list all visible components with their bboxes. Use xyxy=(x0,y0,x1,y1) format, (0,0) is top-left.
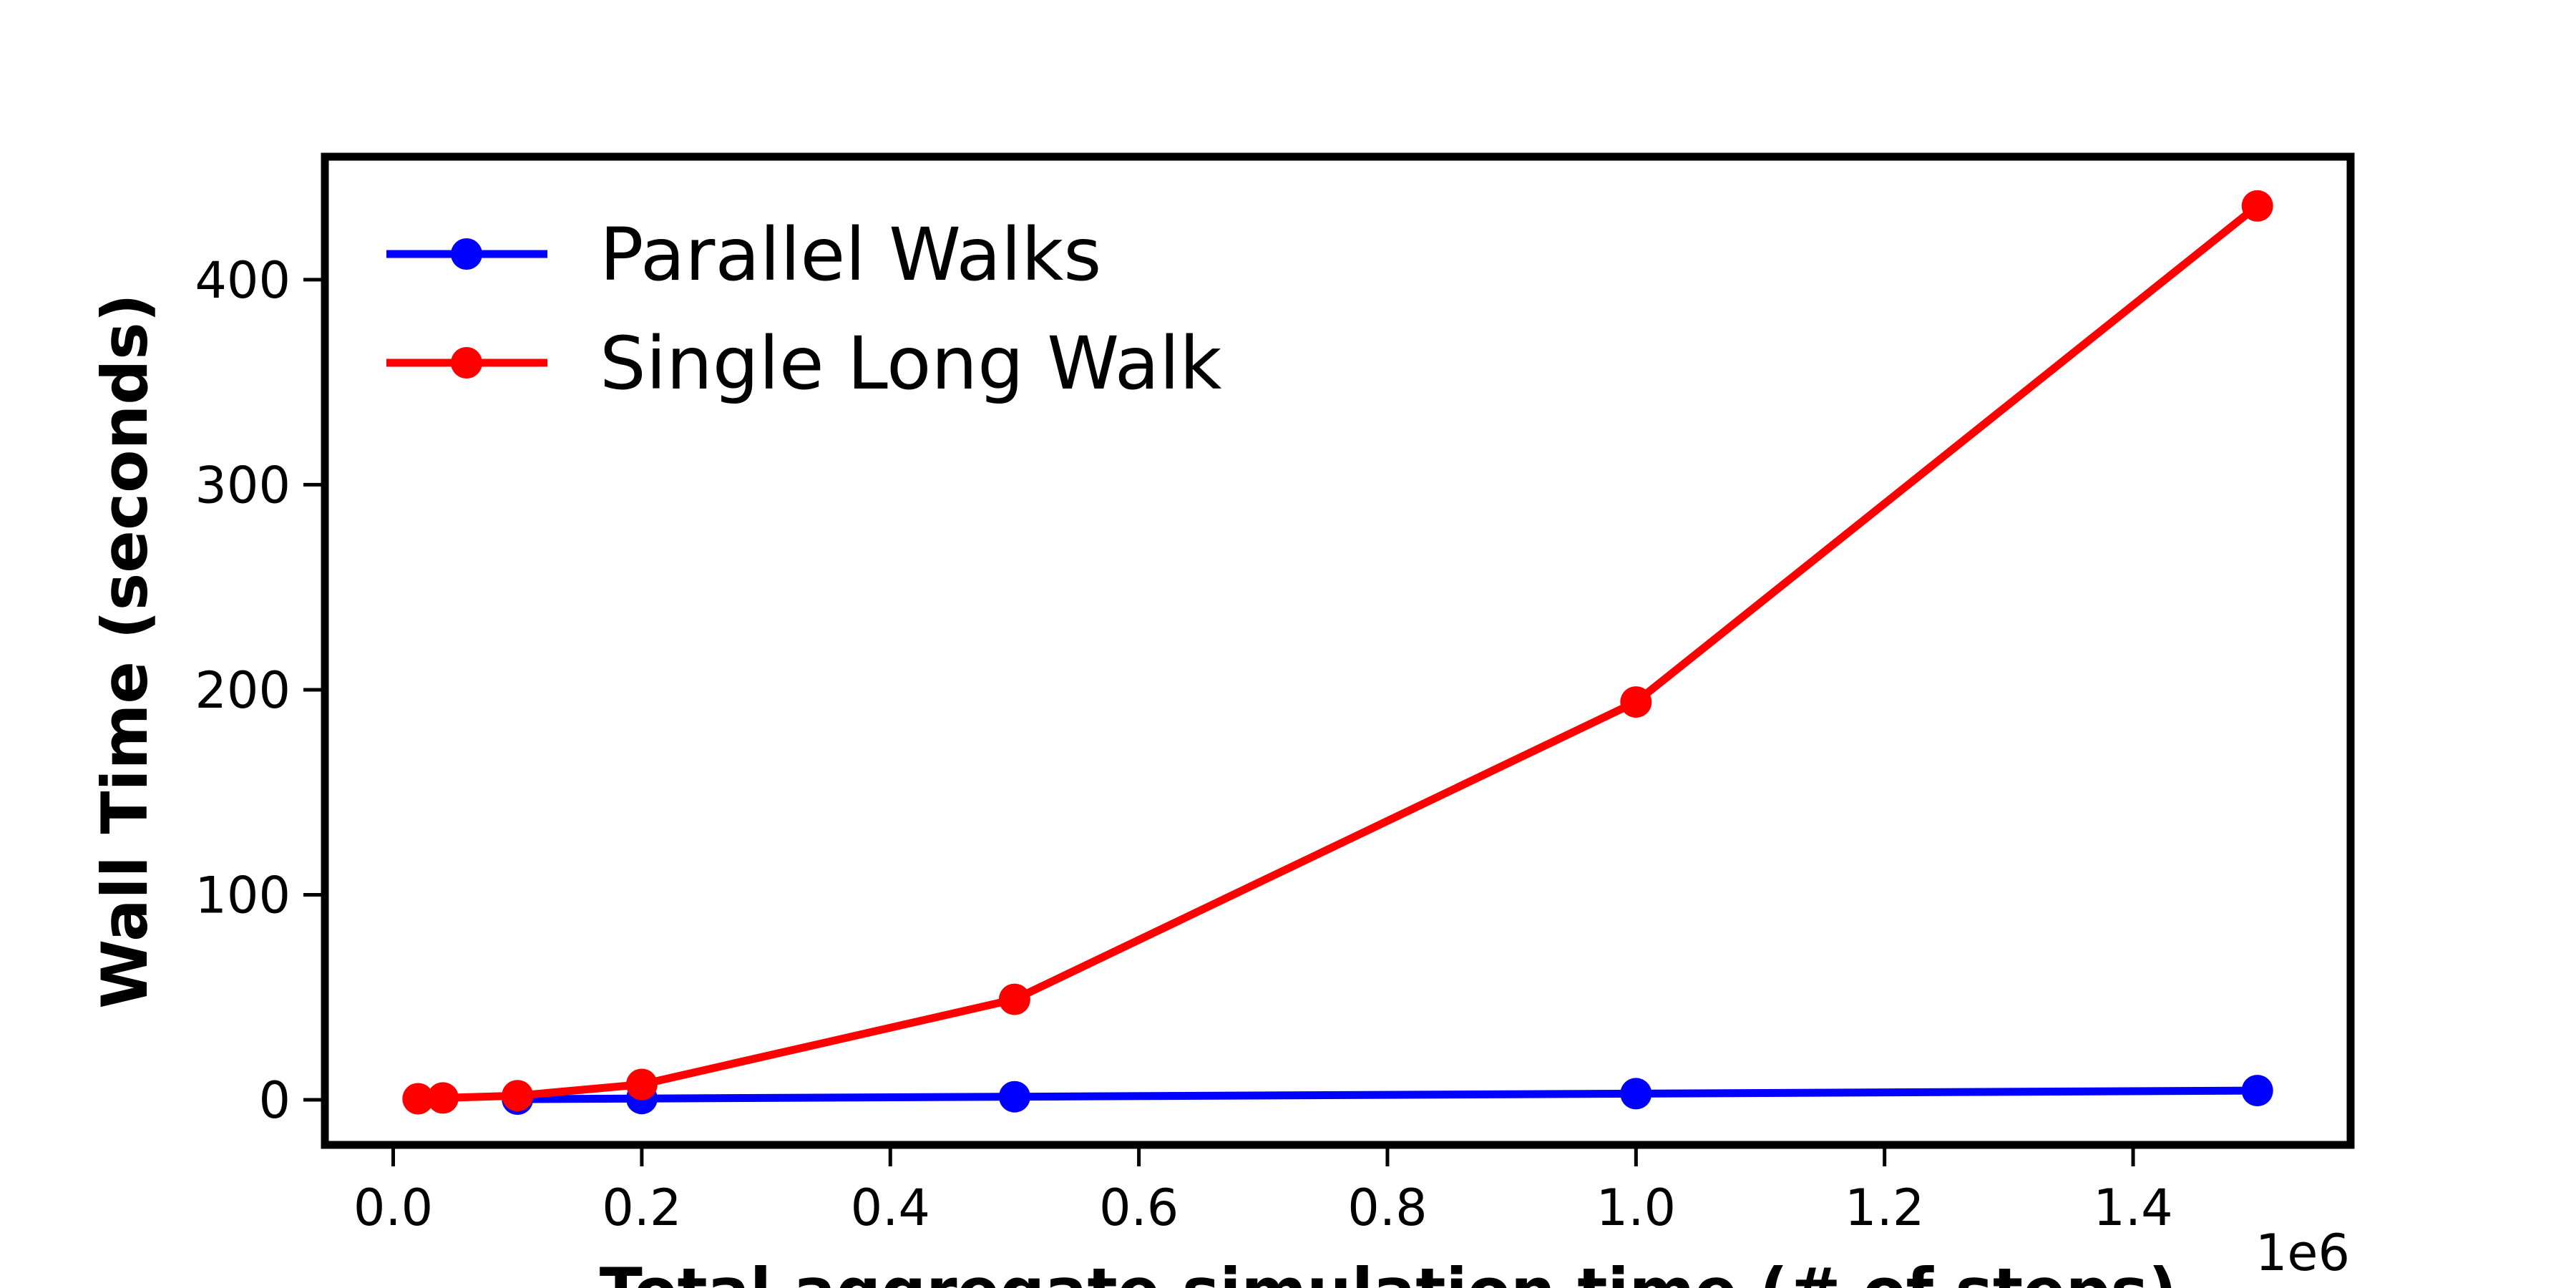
y-tick-label: 0 xyxy=(258,1071,291,1130)
legend-label-1: Parallel Walks xyxy=(600,213,1101,298)
legend-label-2: Single Long Walk xyxy=(600,321,1222,406)
series-2-point xyxy=(502,1080,534,1112)
y-tick-label: 200 xyxy=(195,661,291,720)
y-axis-title: Wall Time (seconds) xyxy=(88,293,162,1009)
series-1-point xyxy=(2241,1075,2273,1107)
x-tick-label: 0.6 xyxy=(1099,1179,1179,1237)
legend-marker-2 xyxy=(451,347,482,379)
x-tick-label: 0.2 xyxy=(602,1179,681,1237)
legend-marker-1 xyxy=(451,238,482,270)
series-2-point xyxy=(402,1083,434,1115)
plot-frame xyxy=(321,152,2355,1149)
x-axis-title: Total aggregate simulation time (# of st… xyxy=(600,1254,2177,1288)
legend: Parallel Walks Single Long Walk xyxy=(386,213,1222,406)
series-2-point xyxy=(1620,686,1652,718)
y-tick-label: 100 xyxy=(195,866,291,924)
series-1-point xyxy=(1620,1078,1652,1110)
x-tick-label: 0.0 xyxy=(353,1179,433,1237)
series-2-point xyxy=(2241,190,2273,222)
x-tick-label: 1.4 xyxy=(2093,1179,2172,1237)
series-2-point xyxy=(998,983,1030,1015)
series-layer xyxy=(402,190,2273,1116)
series-2-point xyxy=(625,1068,658,1101)
x-offset-label: 1e6 xyxy=(2255,1224,2350,1282)
y-tick-label: 300 xyxy=(195,456,291,514)
tick-layer: 0.0 0.2 0.4 0.6 0.8 1.0 1.2 1.4 0 100 200 300 400 xyxy=(195,251,2172,1237)
x-tick-label: 0.4 xyxy=(851,1179,930,1237)
x-tick-label: 1.0 xyxy=(1596,1179,1676,1237)
series-2-point xyxy=(427,1082,459,1114)
x-tick-label: 1.2 xyxy=(1845,1179,1924,1237)
x-tick-label: 0.8 xyxy=(1347,1179,1427,1237)
y-tick-label: 400 xyxy=(195,251,291,310)
series-line-1 xyxy=(517,1086,2258,1103)
series-1-point xyxy=(998,1080,1030,1113)
